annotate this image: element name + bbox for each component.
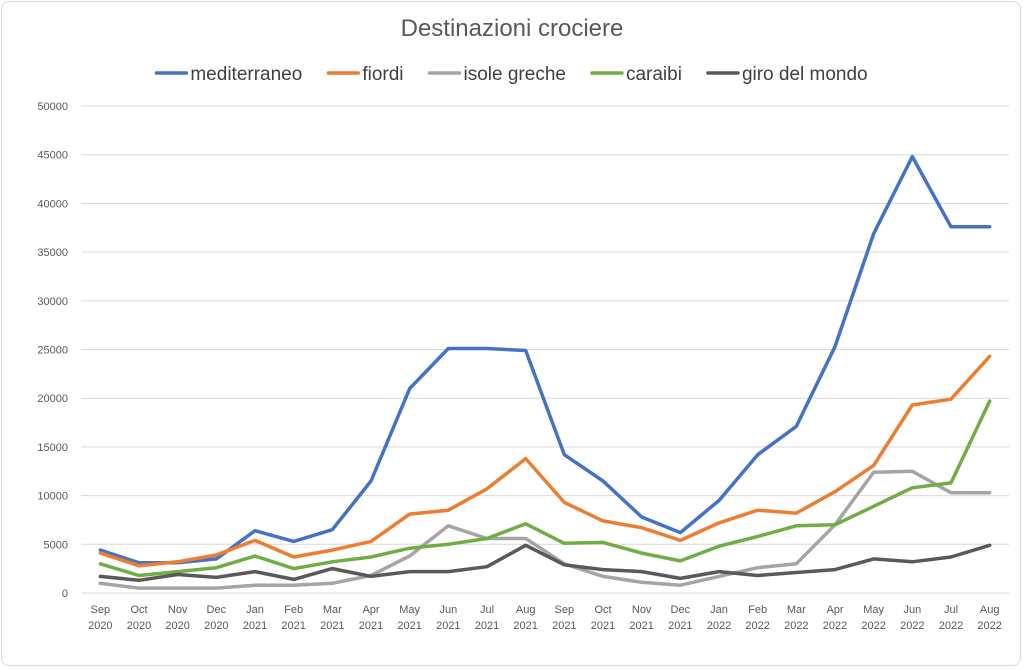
legend-label: mediterraneo [190, 64, 302, 85]
series-line-mediterraneo [98, 154, 992, 565]
x-tick-label: Sep 2020 [88, 604, 112, 632]
legend-label: giro del mondo [742, 64, 868, 85]
y-tick-label: 20000 [37, 393, 68, 405]
series-line-caraibi [98, 399, 992, 578]
x-tick-label: Jun 2021 [436, 604, 460, 632]
x-tick-label: Apr 2022 [823, 604, 847, 632]
series-line-giro-del-mondo [98, 543, 992, 583]
gridlines [81, 105, 1009, 594]
legend-label: fiordi [362, 64, 403, 85]
legend-label: caraibi [626, 64, 682, 85]
x-tick-label: Feb 2022 [745, 604, 769, 632]
x-tick-label: Nov 2020 [165, 604, 189, 632]
series-line-fiordi [98, 354, 992, 568]
x-tick-label: Oct 2020 [127, 604, 151, 632]
x-tick-label: Jan 2021 [243, 604, 267, 632]
chart-title: Destinazioni crociere [401, 15, 624, 42]
x-tick-label: Oct 2021 [591, 604, 615, 632]
legend: mediterraneo fiordi isole greche caraibi gir… [154, 64, 868, 85]
x-axis: Sep 2020 Oct 2020 Nov 2020 Dec 2020 Jan 2021 Feb 20… [88, 604, 1002, 632]
series-line-isole-greche [98, 469, 992, 590]
x-tick-label: Apr 2021 [359, 604, 383, 632]
x-tick-label: Jul 2021 [475, 604, 499, 632]
x-tick-label: Sep 2021 [552, 604, 576, 632]
y-tick-label: 30000 [37, 296, 68, 308]
x-tick-label: Jan 2022 [707, 604, 731, 632]
y-axis: 0 5000 10000 15000 20000 25000 30000 35000 40000… [37, 101, 68, 600]
y-tick-label: 10000 [37, 491, 68, 503]
x-tick-label: May 2021 [397, 604, 421, 632]
y-tick-label: 0 [62, 588, 68, 600]
x-tick-label: Dec 2020 [204, 604, 228, 632]
y-tick-label: 5000 [44, 539, 68, 551]
x-tick-label: Jul 2022 [939, 604, 963, 632]
y-tick-label: 15000 [37, 442, 68, 454]
y-tick-label: 35000 [37, 247, 68, 259]
x-tick-label: Jun 2022 [900, 604, 924, 632]
x-tick-label: Dec 2021 [668, 604, 692, 632]
y-tick-label: 45000 [37, 150, 68, 162]
legend-label: isole greche [464, 64, 566, 85]
x-tick-label: Mar 2021 [320, 604, 344, 632]
series-lines [98, 154, 992, 590]
y-tick-label: 40000 [37, 198, 68, 210]
x-tick-label: Aug 2022 [977, 604, 1001, 632]
x-tick-label: Feb 2021 [281, 604, 305, 632]
x-tick-label: Nov 2021 [629, 604, 653, 632]
y-tick-label: 25000 [37, 345, 68, 357]
x-tick-label: May 2022 [861, 604, 885, 632]
x-tick-label: Aug 2021 [513, 604, 537, 632]
x-tick-label: Mar 2022 [784, 604, 808, 632]
y-tick-label: 50000 [37, 101, 68, 113]
